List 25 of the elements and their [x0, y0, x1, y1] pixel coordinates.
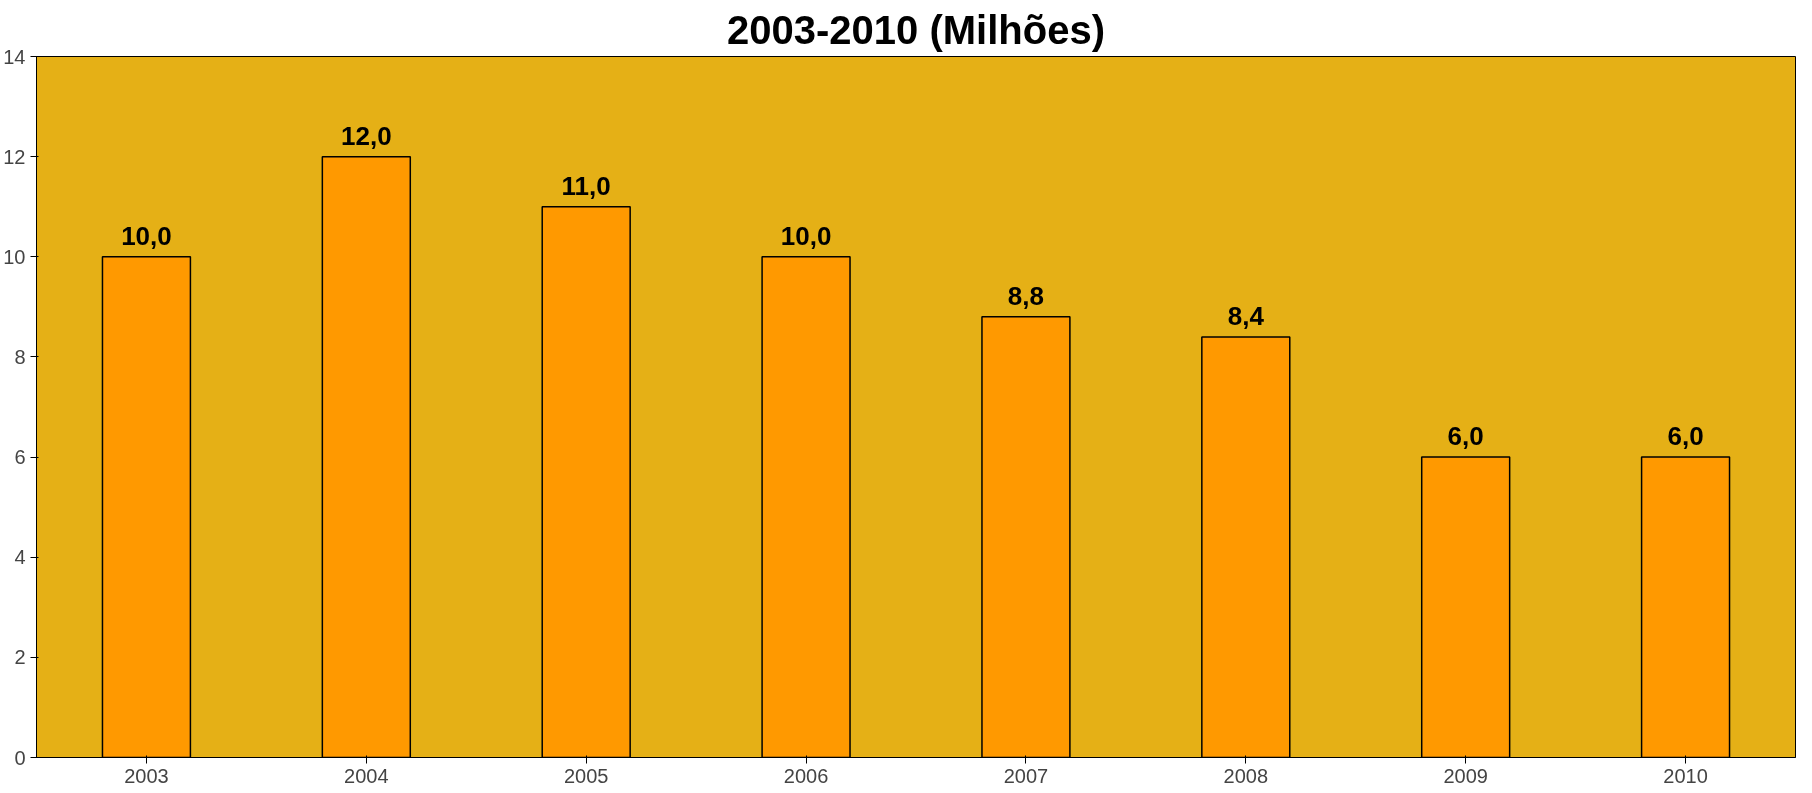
chart-title: 2003-2010 (Milhões) — [727, 7, 1105, 52]
data-label: 6,0 — [1667, 421, 1704, 452]
x-tick-label: 2008 — [1223, 764, 1269, 787]
x-tick-label: 2010 — [1663, 764, 1708, 787]
data-label: 8,8 — [1007, 280, 1045, 311]
x-tick-label: 2007 — [1003, 764, 1049, 787]
y-tick-label: 10 — [3, 245, 26, 268]
y-tick-label: 6 — [14, 446, 26, 469]
x-tick-label: 2004 — [344, 764, 389, 787]
x-tick-label: 2003 — [124, 764, 169, 787]
x-tick-label: 2005 — [563, 764, 609, 787]
y-tick-label: 14 — [3, 45, 26, 68]
x-tick-label: 2006 — [783, 764, 829, 787]
y-tick-label: 12 — [3, 145, 26, 168]
y-tick-label: 4 — [14, 546, 26, 569]
data-label: 12,0 — [341, 120, 392, 151]
data-label: 6,0 — [1447, 421, 1484, 452]
data-label: 10,0 — [121, 220, 172, 251]
data-label: 8,4 — [1227, 300, 1265, 331]
y-tick-label: 2 — [14, 646, 26, 669]
x-tick-label: 2009 — [1443, 764, 1488, 787]
y-tick-label: 0 — [14, 746, 26, 769]
data-label: 10,0 — [780, 220, 832, 251]
y-tick-label: 8 — [14, 345, 26, 368]
data-label: 11,0 — [561, 170, 611, 201]
